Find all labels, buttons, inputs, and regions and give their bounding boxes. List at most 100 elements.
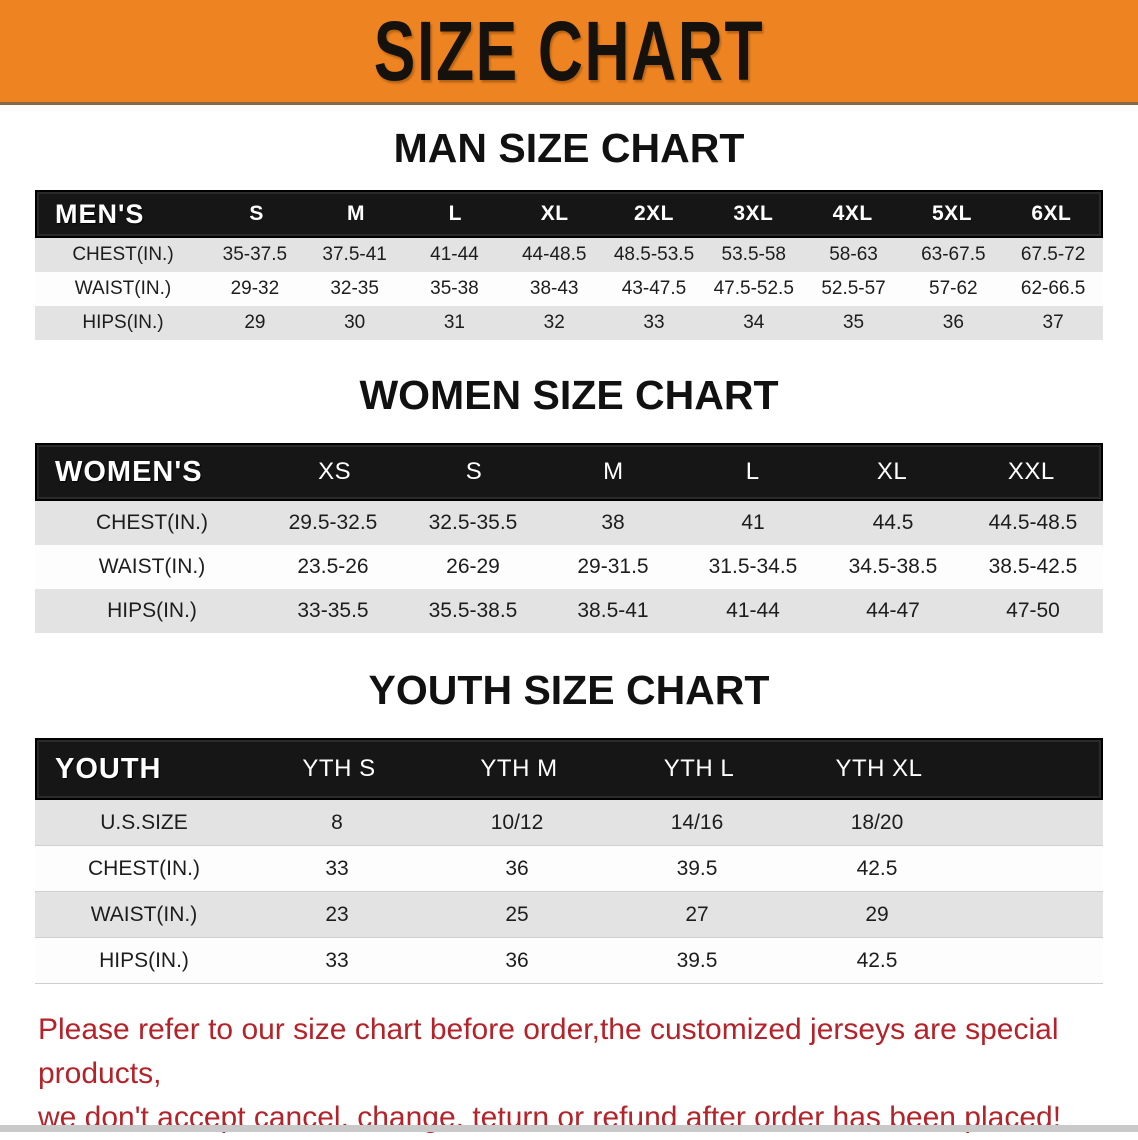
row-label: HIPS(IN.) <box>82 312 164 333</box>
cell-value: 35-38 <box>430 278 479 299</box>
cell-value: 44.5-48.5 <box>988 511 1078 534</box>
cell-value: 62-66.5 <box>1020 278 1086 299</box>
cell-value: 35-37.5 <box>222 244 288 265</box>
women-table-body: CHEST(IN.) 29.5-32.5 32.5-35.5 38 41 44.5 44.5… <box>35 501 1103 633</box>
size-column-header: 5XL <box>931 202 972 225</box>
cell-value: 34 <box>743 312 765 333</box>
cell-value: 33 <box>325 856 349 880</box>
section-youth: YOUTH SIZE CHART YOUTH YTH S YTH M YTH L YT… <box>0 667 1138 984</box>
cell-value: 38-43 <box>529 278 579 299</box>
table-row: HIPS(IN.) 33-35.5 35.5-38.5 38.5-41 41-44 44-… <box>35 589 1103 633</box>
cell-value: 53.5-58 <box>721 244 786 265</box>
cell-value: 23.5-26 <box>297 555 369 578</box>
bottom-strip <box>0 1125 1138 1132</box>
banner-title: SIZE CHART <box>373 2 765 98</box>
cell-value: 38.5-41 <box>577 599 649 622</box>
cell-value: 36 <box>942 312 964 333</box>
youth-size-table: YOUTH YTH S YTH M YTH L YTH XL U.S.SIZE 8 10/… <box>35 738 1103 984</box>
cell-value: 44.5 <box>872 511 914 534</box>
size-column-header: L <box>745 458 760 485</box>
cell-value: 23 <box>325 902 349 926</box>
cell-value: 33 <box>325 948 349 972</box>
disclaimer: Please refer to our size chart before or… <box>38 1008 1138 1140</box>
size-column-header: 4XL <box>832 202 873 225</box>
women-size-table: WOMEN'S XS S M L XL XXL CHEST(IN.) 29.5-32.5 32… <box>35 443 1103 633</box>
youth-section-title: YOUTH SIZE CHART <box>368 667 770 713</box>
table-row: WAIST(IN.) 23 25 27 29 <box>35 892 1103 938</box>
man-size-table: MEN'S S M L XL 2XL 3XL 4XL 5XL 6XL CHEST(IN.) 35-… <box>35 190 1103 340</box>
size-column-header: XS <box>318 458 352 485</box>
cell-value: 35 <box>842 312 865 333</box>
size-column-header: XXL <box>1007 458 1055 485</box>
cell-value: 42.5 <box>856 856 898 880</box>
cell-value: 39.5 <box>676 948 718 972</box>
cell-value: 8 <box>331 810 343 834</box>
row-label: HIPS(IN.) <box>99 948 189 972</box>
cell-value: 33-35.5 <box>297 599 369 622</box>
row-label: CHEST(IN.) <box>72 244 174 265</box>
size-column-header: 3XL <box>733 202 774 225</box>
cell-value: 32-35 <box>330 278 379 299</box>
cell-value: 18/20 <box>850 810 904 834</box>
cell-value: 36 <box>505 948 529 972</box>
youth-table-body: U.S.SIZE 8 10/12 14/16 18/20 CHEST(IN.) 33 36 39… <box>35 800 1103 984</box>
table-row: CHEST(IN.) 29.5-32.5 32.5-35.5 38 41 44.5 44.5… <box>35 501 1103 545</box>
cell-value: 30 <box>344 312 366 333</box>
man-table-body: CHEST(IN.) 35-37.5 37.5-41 41-44 44-48.5 48.5… <box>35 238 1103 340</box>
section-man: MAN SIZE CHART MEN'S S M L XL 2XL 3XL 4XL 5XL 6X… <box>0 125 1138 340</box>
row-label: CHEST(IN.) <box>88 856 200 880</box>
row-label: U.S.SIZE <box>100 810 188 834</box>
cell-value: 27 <box>685 902 709 926</box>
youth-table-header-label: YOUTH <box>55 752 162 785</box>
man-section-title: MAN SIZE CHART <box>393 125 745 171</box>
row-label: CHEST(IN.) <box>96 511 208 534</box>
cell-value: 37.5-41 <box>322 244 387 265</box>
cell-value: 31 <box>443 312 465 333</box>
row-label: WAIST(IN.) <box>90 902 198 926</box>
cell-value: 38 <box>601 511 625 534</box>
cell-value: 10/12 <box>490 810 544 834</box>
table-row: HIPS(IN.) 33 36 39.5 42.5 <box>35 938 1103 984</box>
cell-value: 29-31.5 <box>577 555 649 578</box>
cell-value: 36 <box>505 856 529 880</box>
size-column-header: YTH S <box>302 755 376 782</box>
cell-value: 44-47 <box>866 599 920 622</box>
cell-value: 41-44 <box>726 599 780 622</box>
size-column-header: L <box>448 202 462 225</box>
size-column-header: XL <box>540 202 569 225</box>
size-column-header: S <box>465 458 483 485</box>
size-column-header: YTH M <box>480 755 558 782</box>
table-row: U.S.SIZE 8 10/12 14/16 18/20 <box>35 800 1103 846</box>
cell-value: 63-67.5 <box>921 244 986 265</box>
cell-value: 26-29 <box>446 555 500 578</box>
cell-value: 14/16 <box>670 810 724 834</box>
disclaimer-line: Please refer to our size chart before or… <box>38 1013 1059 1090</box>
cell-value: 32.5-35.5 <box>428 511 518 534</box>
cell-value: 33 <box>643 312 665 333</box>
cell-value: 29.5-32.5 <box>288 511 378 534</box>
size-column-header: 2XL <box>633 202 674 225</box>
size-column-header: M <box>603 458 624 485</box>
women-table-header: WOMEN'S XS S M L XL XXL <box>35 443 1103 501</box>
table-row: CHEST(IN.) 35-37.5 37.5-41 41-44 44-48.5 48.5… <box>35 238 1103 272</box>
size-column-header: XL <box>876 458 908 485</box>
cell-value: 34.5-38.5 <box>848 555 938 578</box>
size-column-header: 6XL <box>1031 202 1072 225</box>
cell-value: 47-50 <box>1006 599 1060 622</box>
cell-value: 29 <box>244 312 266 333</box>
cell-value: 43-47.5 <box>621 278 687 299</box>
cell-value: 25 <box>505 902 529 926</box>
cell-value: 58-63 <box>829 244 878 265</box>
cell-value: 35.5-38.5 <box>428 599 518 622</box>
women-table-header-label: WOMEN'S <box>55 455 203 488</box>
cell-value: 29-32 <box>230 278 280 299</box>
table-row: CHEST(IN.) 33 36 39.5 42.5 <box>35 846 1103 892</box>
size-column-header: M <box>346 202 365 225</box>
row-label: HIPS(IN.) <box>107 599 197 622</box>
cell-value: 47.5-52.5 <box>713 278 794 299</box>
cell-value: 52.5-57 <box>821 278 886 299</box>
row-label: WAIST(IN.) <box>74 278 172 299</box>
cell-value: 37 <box>1042 312 1064 333</box>
size-column-header: YTH L <box>663 755 735 782</box>
cell-value: 32 <box>543 312 565 333</box>
